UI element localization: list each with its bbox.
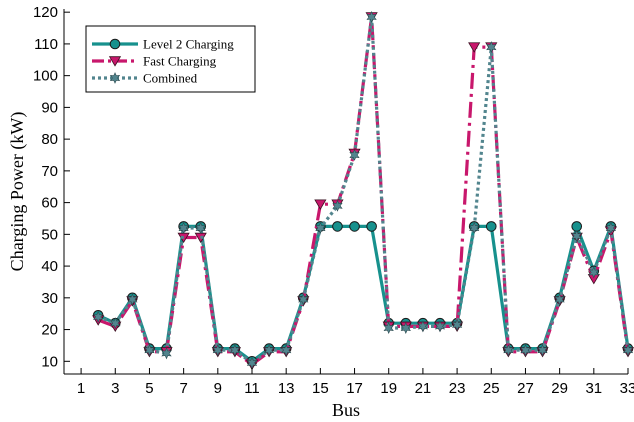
x-tick-label: 9 [214, 380, 222, 397]
data-point [93, 310, 104, 323]
y-tick-label: 50 [41, 226, 58, 243]
x-tick-label: 1 [77, 380, 85, 397]
x-tick-label: 21 [415, 380, 432, 397]
x-tick-label: 33 [620, 380, 634, 397]
data-point [383, 322, 394, 334]
x-tick-label: 19 [380, 380, 397, 397]
legend-marker [108, 56, 122, 67]
data-point [161, 347, 172, 360]
y-tick-label: 80 [41, 131, 58, 148]
data-point [263, 344, 275, 357]
data-point [485, 221, 497, 232]
data-point [127, 293, 138, 306]
x-tick-label: 31 [585, 380, 602, 397]
data-point [366, 221, 377, 232]
x-tick-label: 11 [244, 380, 260, 397]
data-point [315, 222, 326, 234]
data-point [144, 344, 155, 357]
y-tick-label: 100 [33, 68, 58, 85]
y-tick-label: 40 [41, 258, 58, 275]
legend-label: Fast Charging [143, 54, 217, 69]
y-tick-label: 110 [34, 36, 58, 53]
data-point [486, 41, 497, 54]
y-tick-label: 20 [41, 322, 58, 339]
y-tick-label: 10 [41, 353, 58, 370]
data-point [400, 322, 411, 334]
data-point [195, 222, 206, 234]
legend-marker [109, 38, 121, 50]
y-tick-label: 90 [41, 99, 58, 116]
x-tick-label: 15 [312, 380, 329, 397]
data-point [229, 344, 241, 357]
legend-label: Level 2 Charging [143, 37, 234, 52]
series-line [97, 224, 630, 363]
data-point [332, 199, 343, 212]
data-point [178, 222, 189, 234]
x-tick-label: 7 [179, 380, 187, 397]
data-point [281, 344, 292, 357]
legend-marker [109, 72, 121, 84]
y-tick-label: 70 [41, 163, 58, 180]
series-combined [93, 10, 634, 369]
data-point [451, 318, 463, 331]
y-axis-title: Charging Power (kW) [7, 112, 28, 272]
data-point [434, 320, 446, 333]
data-point [332, 221, 343, 232]
data-point [349, 221, 360, 232]
data-point [571, 229, 582, 242]
x-tick-label: 23 [449, 380, 466, 397]
x-tick-label: 13 [278, 380, 295, 397]
data-point [588, 266, 599, 279]
data-point [298, 293, 309, 306]
y-tick-label: 30 [41, 290, 58, 307]
y-tick-label: 120 [33, 4, 58, 21]
data-point [366, 10, 377, 23]
x-tick-label: 5 [145, 380, 153, 397]
x-tick-label: 17 [346, 380, 363, 397]
y-tick-label: 60 [41, 195, 58, 212]
legend: Level 2 Charging Fast Charging Combined [85, 25, 256, 93]
data-point [469, 222, 480, 234]
data-point [571, 221, 583, 232]
data-point [503, 344, 514, 357]
data-point [349, 149, 360, 161]
x-tick-label: 3 [111, 380, 119, 397]
x-tick-label: 27 [517, 380, 534, 397]
legend-label: Combined [143, 71, 198, 86]
x-axis-title: Bus [332, 400, 360, 420]
data-point [622, 344, 634, 357]
x-tick-label: 29 [551, 380, 568, 397]
data-point [537, 344, 548, 357]
data-point [554, 293, 565, 306]
data-point [605, 222, 617, 234]
data-point [110, 317, 121, 330]
x-tick-label: 25 [483, 380, 500, 397]
data-point [212, 344, 223, 357]
data-point [468, 42, 481, 53]
data-point [314, 199, 327, 210]
data-point [520, 344, 531, 357]
data-point [417, 320, 429, 333]
series-layer [92, 10, 634, 371]
